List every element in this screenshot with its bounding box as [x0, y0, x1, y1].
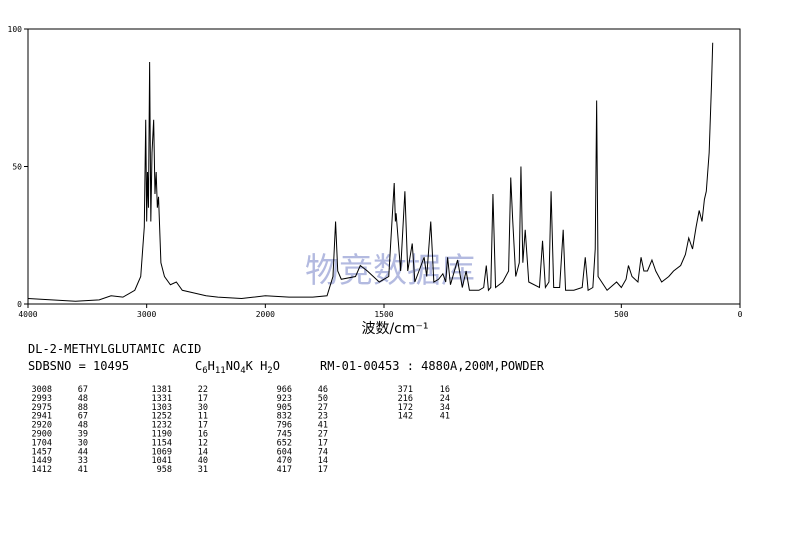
peak-intensity: 39 [78, 430, 88, 440]
formula: C6H11NO4K H2O [195, 359, 280, 376]
formula-part: O [273, 359, 280, 373]
formula-part: C [195, 359, 202, 373]
peak-wavenumber: 1069 [152, 447, 172, 457]
peak-intensity: 67 [78, 412, 88, 422]
peak-wavenumber: 2975 [32, 403, 52, 413]
peak-wavenumber: 1331 [152, 394, 172, 404]
peak-intensity: 40 [198, 456, 208, 466]
peak-intensity: 46 [318, 385, 328, 395]
peak-intensity: 34 [440, 403, 450, 413]
peak-intensity: 44 [78, 447, 88, 457]
formula-part: K [246, 359, 254, 373]
peak-intensity: 30 [198, 403, 208, 413]
peak-intensity: 41 [78, 465, 88, 475]
peak-intensity: 88 [78, 403, 88, 413]
peak-wavenumber: 958 [157, 465, 172, 475]
x-tick-label: 4000 [18, 310, 37, 319]
peak-intensity: 67 [78, 385, 88, 395]
peak-wavenumber: 2920 [32, 421, 52, 431]
peak-wavenumber: 1041 [152, 456, 172, 466]
peak-wavenumber: 1412 [32, 465, 52, 475]
peak-intensity: 17 [318, 465, 328, 475]
peak-intensity: 41 [440, 412, 450, 422]
peak-intensity: 17 [198, 394, 208, 404]
peak-intensity: 17 [318, 438, 328, 448]
y-tick-label: 100 [8, 25, 23, 34]
peak-wavenumber: 796 [277, 421, 292, 431]
peak-wavenumber: 1449 [32, 456, 52, 466]
peak-intensity: 48 [78, 421, 88, 431]
formula-part: H [253, 359, 267, 373]
peak-wavenumber: 2900 [32, 430, 52, 440]
peak-intensity: 16 [440, 385, 450, 395]
peak-wavenumber: 172 [398, 403, 413, 413]
peak-wavenumber: 417 [277, 465, 292, 475]
peak-intensity: 12 [198, 438, 208, 448]
y-tick-label: 0 [17, 300, 22, 309]
peak-intensity: 50 [318, 394, 328, 404]
formula-subscript: 4 [240, 366, 245, 376]
compound-name: DL-2-METHYLGLUTAMIC ACID [28, 342, 201, 356]
peak-intensity: 24 [440, 394, 450, 404]
peak-intensity: 31 [198, 465, 208, 475]
peak-wavenumber: 371 [398, 385, 413, 395]
peak-intensity: 30 [78, 438, 88, 448]
peak-intensity: 41 [318, 421, 328, 431]
peak-wavenumber: 1381 [152, 385, 172, 395]
peak-wavenumber: 2941 [32, 412, 52, 422]
peak-wavenumber: 1190 [152, 430, 172, 440]
peak-intensity: 14 [318, 456, 328, 466]
peak-wavenumber: 142 [398, 412, 413, 422]
peak-wavenumber: 470 [277, 456, 292, 466]
peak-intensity: 16 [198, 430, 208, 440]
x-tick-label: 2000 [256, 310, 275, 319]
peak-wavenumber: 3008 [32, 385, 52, 395]
x-tick-label: 500 [614, 310, 629, 319]
peak-intensity: 33 [78, 456, 88, 466]
peak-wavenumber: 1303 [152, 403, 172, 413]
peak-intensity: 27 [318, 403, 328, 413]
peak-intensity: 22 [198, 385, 208, 395]
x-tick-label: 3000 [137, 310, 156, 319]
conditions: RM-01-00453 : 4880A,200M,POWDER [320, 359, 545, 373]
x-tick-label: 1500 [374, 310, 393, 319]
peak-intensity: 17 [198, 421, 208, 431]
peak-wavenumber: 2993 [32, 394, 52, 404]
formula-part: H [208, 359, 215, 373]
peak-wavenumber: 745 [277, 430, 292, 440]
peak-wavenumber: 1232 [152, 421, 172, 431]
peak-wavenumber: 604 [277, 447, 292, 457]
y-tick-label: 50 [12, 163, 22, 172]
formula-part: NO [226, 359, 240, 373]
peak-intensity: 74 [318, 447, 328, 457]
peak-wavenumber: 905 [277, 403, 292, 413]
formula-subscript: 11 [215, 366, 226, 376]
x-tick-label: 0 [738, 310, 743, 319]
peak-intensity: 23 [318, 412, 328, 422]
sdbs-number: SDBSNO = 10495 [28, 359, 129, 373]
peak-wavenumber: 832 [277, 412, 292, 422]
peak-intensity: 11 [198, 412, 208, 422]
peak-wavenumber: 652 [277, 438, 292, 448]
formula-subscript: 2 [267, 366, 272, 376]
formula-subscript: 6 [202, 366, 207, 376]
peak-intensity: 27 [318, 430, 328, 440]
peak-intensity: 48 [78, 394, 88, 404]
peak-wavenumber: 966 [277, 385, 292, 395]
peak-wavenumber: 216 [398, 394, 413, 404]
spectrum-line [27, 42, 714, 302]
peak-wavenumber: 923 [277, 394, 292, 404]
peak-intensity: 14 [198, 447, 208, 457]
x-axis-label: 波数/cm⁻¹ [361, 321, 428, 337]
peak-wavenumber: 1704 [32, 438, 52, 448]
peak-wavenumber: 1457 [32, 447, 52, 457]
peak-wavenumber: 1252 [152, 412, 172, 422]
peak-wavenumber: 1154 [152, 438, 172, 448]
